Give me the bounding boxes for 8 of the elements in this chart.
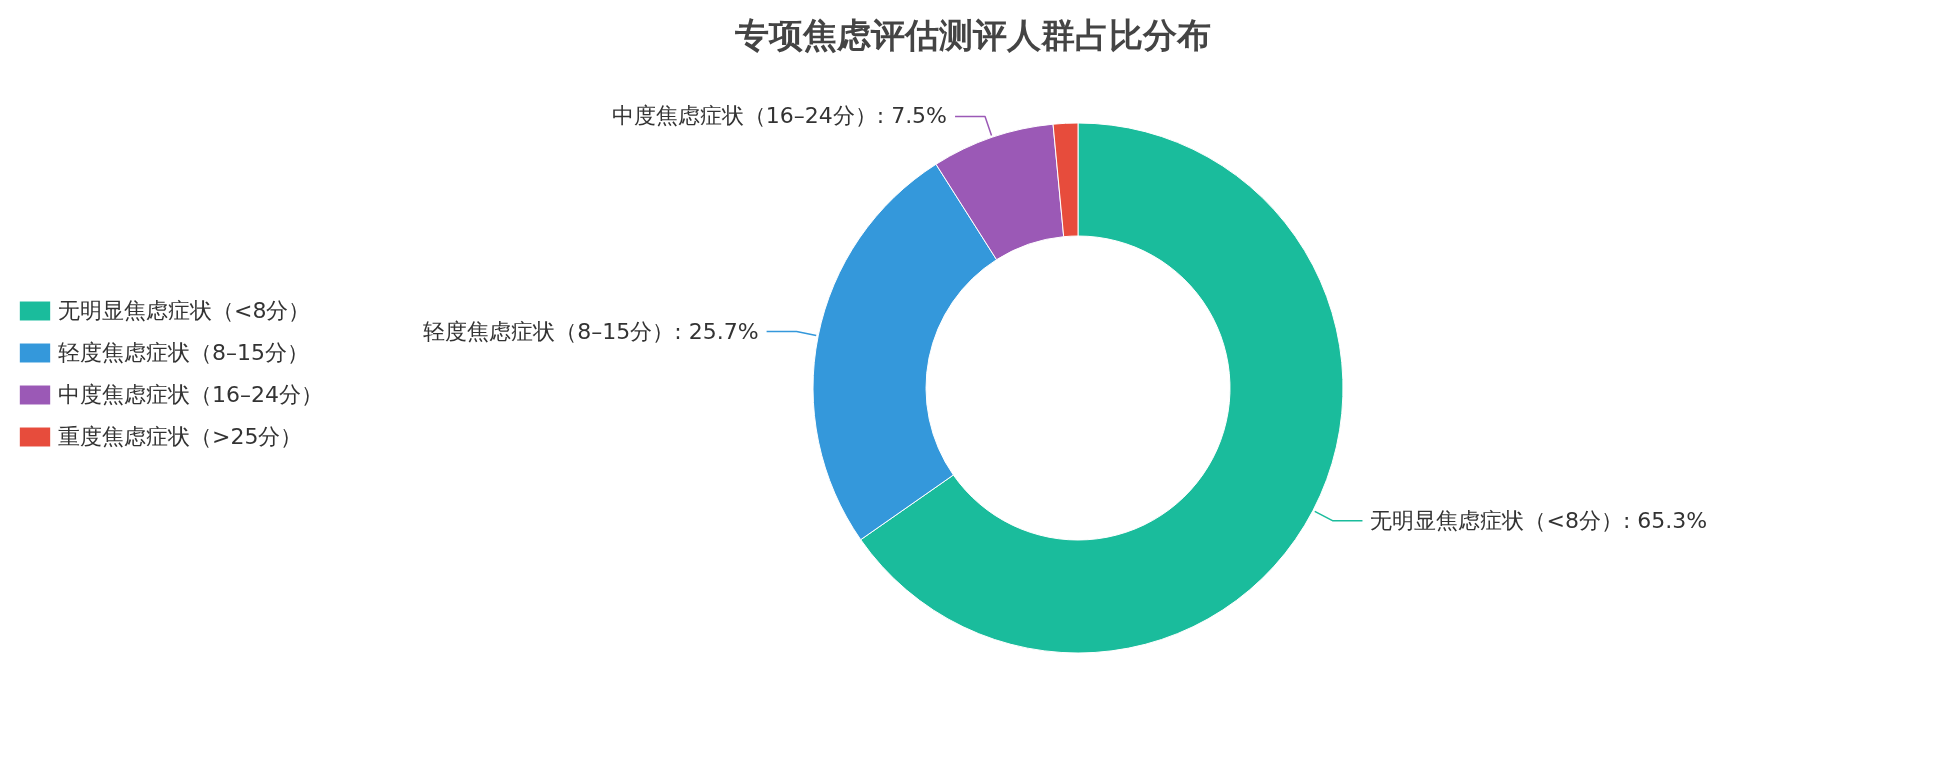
legend-label: 重度焦虑症状（>25分） [58,424,303,449]
legend-label: 中度焦虑症状（16–24分） [58,382,323,407]
data-label: 中度焦虑症状（16–24分）: 7.5% [611,103,948,129]
legend-label: 轻度焦虑症状（8–15分） [58,340,309,365]
legend-label: 无明显焦虑症状（<8分） [58,298,311,323]
data-label: 无明显焦虑症状（<8分）: 65.3% [1370,507,1708,533]
chart-title: 专项焦虑评估测评人群占比分布 [734,15,1211,55]
data-label: 轻度焦虑症状（8–15分）: 25.7% [423,318,759,344]
